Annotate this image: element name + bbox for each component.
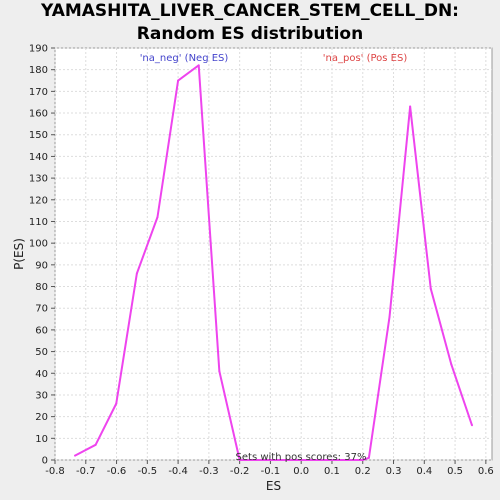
y-tick-label: 100 <box>29 239 48 250</box>
pos-es-label: 'na_pos' (Pos ES) <box>323 53 408 64</box>
y-tick-label: 50 <box>35 347 48 358</box>
data-point <box>409 105 412 108</box>
x-tick-label: -0.8 <box>45 466 65 477</box>
x-tick-label: -0.5 <box>138 466 158 477</box>
data-point <box>341 459 344 461</box>
y-tick-label: 0 <box>42 456 48 467</box>
y-tick-label: 110 <box>29 217 48 228</box>
data-point <box>238 459 241 461</box>
data-point <box>367 456 370 459</box>
x-tick-label: 0.3 <box>386 466 402 477</box>
data-point <box>361 459 364 461</box>
x-tick-label: 0.0 <box>293 466 309 477</box>
x-tick-label: -0.3 <box>199 466 219 477</box>
series-layer <box>74 64 473 461</box>
neg-es-label: 'na_neg' (Neg ES) <box>140 53 229 64</box>
x-tick-label: 0.1 <box>324 466 340 477</box>
data-point <box>197 64 200 67</box>
y-tick-label: 170 <box>29 87 48 98</box>
data-point <box>388 315 391 318</box>
y-tick-label: 140 <box>29 152 48 163</box>
y-axis-label: P(ES) <box>12 238 26 270</box>
data-point <box>450 363 453 366</box>
chart-title: YAMASHITA_LIVER_CANCER_STEM_CELL_DN: Ran… <box>41 1 459 44</box>
data-point <box>94 443 97 446</box>
x-tick-label: -0.7 <box>76 466 96 477</box>
data-point <box>74 454 77 457</box>
data-point <box>279 459 282 461</box>
x-tick-label: -0.1 <box>261 466 281 477</box>
data-point <box>218 370 221 373</box>
x-tick-label: -0.6 <box>107 466 127 477</box>
x-tick-label: 0.2 <box>355 466 371 477</box>
y-axis: 0 10 20 30 40 50 60 70 80 90 100 110 120 130 140 150 160… <box>29 44 55 467</box>
data-point <box>300 459 303 461</box>
x-tick-label: 0.6 <box>478 466 494 477</box>
y-tick-label: 130 <box>29 174 48 185</box>
plot-area <box>54 47 493 461</box>
data-point <box>429 287 432 290</box>
y-tick-label: 20 <box>35 412 48 423</box>
y-tick-label: 180 <box>29 65 48 76</box>
data-point <box>177 79 180 82</box>
data-point <box>259 459 262 461</box>
y-tick-label: 160 <box>29 109 48 120</box>
data-point <box>115 402 118 405</box>
x-tick-label: 0.4 <box>416 466 432 477</box>
x-axis: -0.8 -0.7 -0.6 -0.5 -0.4 -0.3 -0.2 -0.1 0.0 0.1 0.… <box>45 460 494 477</box>
y-tick-label: 30 <box>35 390 48 401</box>
y-tick-label: 90 <box>35 260 48 271</box>
data-point <box>156 216 159 219</box>
y-tick-label: 10 <box>35 434 48 445</box>
x-tick-label: 0.5 <box>447 466 463 477</box>
data-point <box>470 424 473 427</box>
x-tick-label: -0.2 <box>230 466 250 477</box>
y-tick-label: 80 <box>35 282 48 293</box>
y-tick-label: 40 <box>35 369 48 380</box>
data-point <box>320 459 323 461</box>
x-tick-label: -0.4 <box>168 466 188 477</box>
y-tick-label: 190 <box>29 44 48 55</box>
grid-lines <box>54 47 492 461</box>
y-tick-label: 60 <box>35 325 48 336</box>
pos-scores-annotation: Sets with pos scores: 37% <box>236 452 367 463</box>
x-axis-label: ES <box>266 479 281 493</box>
y-tick-label: 70 <box>35 304 48 315</box>
y-tick-label: 120 <box>29 195 48 206</box>
data-point <box>135 272 138 275</box>
y-tick-label: 150 <box>29 130 48 141</box>
